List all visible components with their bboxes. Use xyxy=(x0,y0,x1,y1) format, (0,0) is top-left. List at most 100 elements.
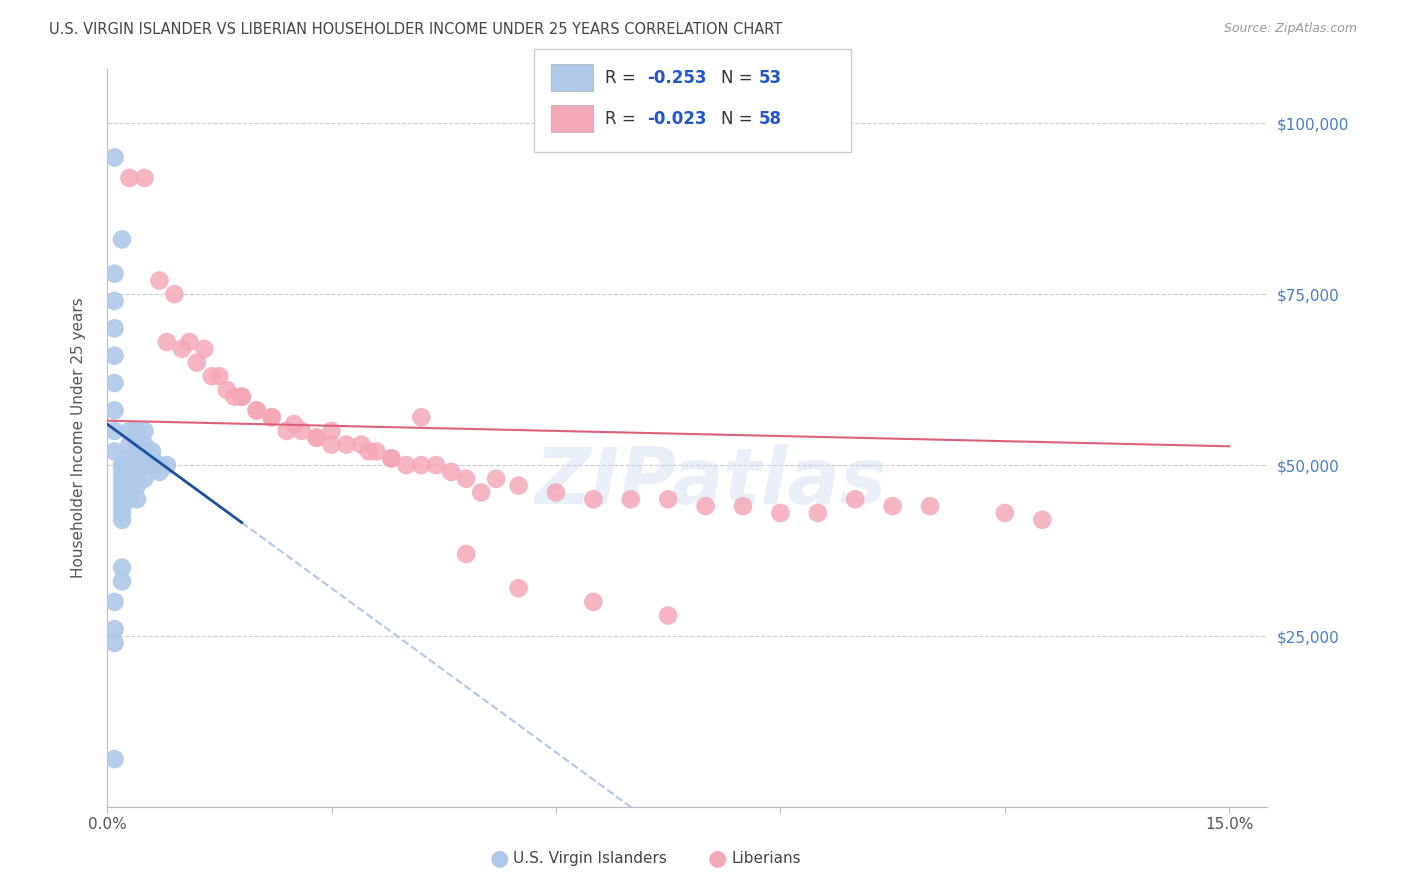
Point xyxy=(111,560,134,574)
Point xyxy=(125,437,148,451)
Text: N =: N = xyxy=(721,69,758,87)
Point xyxy=(134,170,156,185)
Point xyxy=(179,334,201,349)
Point xyxy=(582,492,605,507)
Point xyxy=(163,287,186,301)
Point xyxy=(305,431,328,445)
Point xyxy=(125,424,148,438)
Point xyxy=(357,444,380,458)
Point xyxy=(395,458,418,472)
Point xyxy=(111,506,134,520)
Point xyxy=(111,513,134,527)
Point xyxy=(134,472,156,486)
Point xyxy=(485,472,508,486)
Text: ●: ● xyxy=(707,848,727,868)
Point xyxy=(103,349,125,363)
Point xyxy=(582,595,605,609)
Point xyxy=(508,478,530,492)
Point xyxy=(118,472,141,486)
Point xyxy=(103,267,125,281)
Point xyxy=(769,506,792,520)
Point xyxy=(125,478,148,492)
Point xyxy=(305,431,328,445)
Point xyxy=(335,437,357,451)
Point xyxy=(380,451,402,466)
Point xyxy=(118,437,141,451)
Point xyxy=(411,410,433,425)
Point xyxy=(134,451,156,466)
Point xyxy=(103,444,125,458)
Y-axis label: Householder Income Under 25 years: Householder Income Under 25 years xyxy=(72,297,86,578)
Point xyxy=(350,437,373,451)
Point xyxy=(103,595,125,609)
Point xyxy=(118,485,141,500)
Point xyxy=(111,478,134,492)
Point xyxy=(118,478,141,492)
Point xyxy=(103,293,125,308)
Text: U.S. Virgin Islanders: U.S. Virgin Islanders xyxy=(513,851,666,865)
Point xyxy=(111,458,134,472)
Text: 53: 53 xyxy=(759,69,782,87)
Point xyxy=(224,390,246,404)
Point xyxy=(134,458,156,472)
Point xyxy=(425,458,447,472)
Point xyxy=(103,636,125,650)
Text: U.S. VIRGIN ISLANDER VS LIBERIAN HOUSEHOLDER INCOME UNDER 25 YEARS CORRELATION C: U.S. VIRGIN ISLANDER VS LIBERIAN HOUSEHO… xyxy=(49,22,783,37)
Point xyxy=(111,458,134,472)
Text: R =: R = xyxy=(605,69,641,87)
Text: R =: R = xyxy=(605,110,641,128)
Point xyxy=(141,451,163,466)
Point xyxy=(125,492,148,507)
Point xyxy=(456,547,478,561)
Point xyxy=(103,321,125,335)
Point xyxy=(844,492,866,507)
Point xyxy=(170,342,193,356)
Point xyxy=(103,150,125,164)
Point xyxy=(111,499,134,513)
Point xyxy=(103,424,125,438)
Point xyxy=(231,390,253,404)
Point xyxy=(380,451,402,466)
Point xyxy=(148,273,170,287)
Point xyxy=(918,499,941,513)
Point xyxy=(260,410,283,425)
Point xyxy=(470,485,492,500)
Point xyxy=(156,334,179,349)
Point xyxy=(260,410,283,425)
Point xyxy=(103,622,125,636)
Point xyxy=(111,472,134,486)
Point xyxy=(103,376,125,390)
Point xyxy=(231,390,253,404)
Point xyxy=(141,458,163,472)
Point xyxy=(118,451,141,466)
Text: -0.253: -0.253 xyxy=(647,69,706,87)
Point xyxy=(118,458,141,472)
Point xyxy=(111,465,134,479)
Point xyxy=(657,492,679,507)
Point xyxy=(882,499,904,513)
Point xyxy=(657,608,679,623)
Point xyxy=(118,424,141,438)
Point xyxy=(440,465,463,479)
Point xyxy=(193,342,215,356)
Point xyxy=(134,424,156,438)
Point xyxy=(111,492,134,507)
Point xyxy=(125,458,148,472)
Text: Liberians: Liberians xyxy=(731,851,801,865)
Text: ●: ● xyxy=(489,848,509,868)
Point xyxy=(148,458,170,472)
Text: 58: 58 xyxy=(759,110,782,128)
Point xyxy=(118,170,141,185)
Point xyxy=(620,492,643,507)
Point xyxy=(291,424,314,438)
Point xyxy=(118,465,141,479)
Point xyxy=(807,506,830,520)
Point xyxy=(118,492,141,507)
Point xyxy=(125,451,148,466)
Point xyxy=(544,485,567,500)
Text: Source: ZipAtlas.com: Source: ZipAtlas.com xyxy=(1223,22,1357,36)
Point xyxy=(125,472,148,486)
Point xyxy=(994,506,1017,520)
Point xyxy=(103,403,125,417)
Point xyxy=(246,403,269,417)
